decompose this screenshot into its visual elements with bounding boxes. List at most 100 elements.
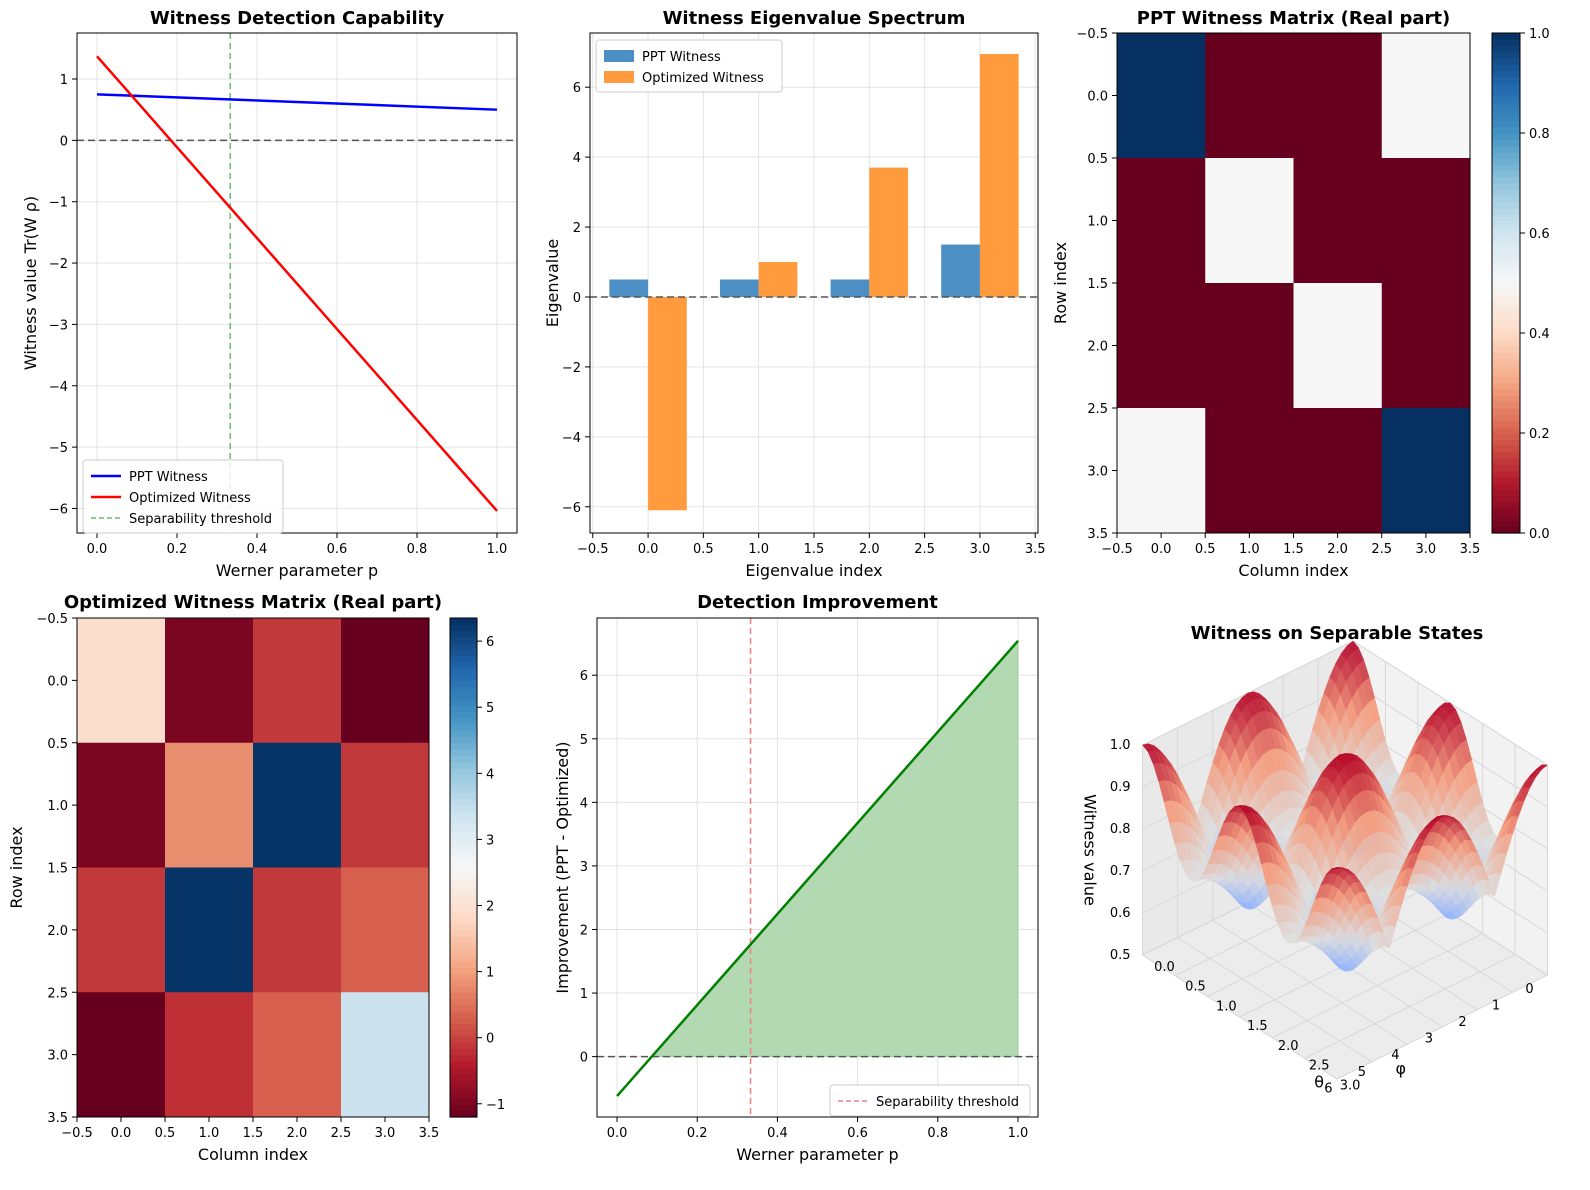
p4-colorbar-step (450, 1067, 477, 1074)
p4-colorbar-step (450, 1004, 477, 1012)
p4-colorbar-step (450, 954, 477, 962)
p4-colorbar-step (450, 618, 477, 625)
p2-bar (758, 262, 798, 297)
p1-series-line (96, 55, 498, 512)
p3-colorbar-step (1492, 389, 1520, 397)
p4-colorbar-step (450, 692, 477, 700)
p3-colorbar-label: 0.2 (1529, 427, 1550, 442)
p3-colorbar-step (1492, 289, 1520, 297)
p4-cell (253, 992, 342, 1118)
p4-colorbar-label: −1 (486, 1098, 505, 1113)
p4-colorbar-step (450, 680, 477, 688)
p6-surface (1142, 640, 1549, 972)
p6-grid (1177, 937, 1373, 1063)
p4-cell (341, 992, 430, 1118)
p6-phi-tick: 5 (1358, 1065, 1366, 1080)
p6-theta-tick: 0.5 (1185, 980, 1206, 995)
p3-cell (1381, 283, 1471, 409)
p2-ytick-label: 6 (573, 81, 581, 96)
p2-ytick-label: −2 (562, 361, 581, 376)
p1-xtick-label: 1.0 (487, 542, 508, 557)
p3-colorbar-step (1492, 164, 1520, 172)
p6-grid (1142, 954, 1338, 1080)
p6-grid (1212, 919, 1408, 1045)
p4-colorbar-step (450, 861, 477, 869)
p3-colorbar-step (1492, 51, 1520, 59)
p2-xlabel: Eigenvalue index (745, 561, 882, 580)
p3-colorbar-step (1492, 508, 1520, 515)
p4-cell (341, 742, 430, 868)
p3-colorbar-step (1492, 483, 1520, 490)
p4-xtick-label: 1.0 (199, 1126, 220, 1141)
p4-xtick-label: 2.5 (331, 1126, 352, 1141)
p3-ytick-label: −0.5 (1076, 27, 1108, 42)
p4-colorbar-label: 4 (486, 767, 494, 782)
p4-colorbar-step (450, 711, 477, 719)
p5-xtick-label: 0.6 (847, 1126, 868, 1141)
p4-colorbar-step (450, 636, 477, 644)
p4-colorbar-step (450, 892, 477, 900)
p4-colorbar-step (450, 1054, 477, 1062)
p4-title: Optimized Witness Matrix (Real part) (64, 592, 442, 613)
p3-cell (1293, 33, 1383, 159)
p6-z-tick: 0.5 (1110, 948, 1131, 963)
p4-colorbar-step (450, 649, 477, 657)
p6-xlabel: θ (1314, 1072, 1324, 1091)
p6-phi-tick: 1 (1492, 999, 1500, 1014)
p3-colorbar-step (1492, 526, 1520, 534)
p3-colorbar-step (1492, 176, 1520, 184)
p3-colorbar-step (1492, 33, 1520, 40)
p4-xtick-label: 3.0 (375, 1126, 396, 1141)
p4-colorbar-step (450, 761, 477, 769)
p3-xtick-label: 3.5 (1460, 542, 1481, 557)
p4-ytick-label: −0.5 (36, 612, 68, 627)
p2-bar (648, 296, 687, 511)
p1-legend-label: PPT Witness (129, 470, 208, 485)
p4-cell (165, 742, 254, 868)
p4-colorbar-step (450, 904, 477, 912)
p3-colorbar-step (1492, 376, 1520, 384)
p3-colorbar-step (1492, 333, 1520, 340)
p5-ylabel: Improvement (PPT - Optimized) (553, 741, 572, 993)
p4-colorbar-step (450, 1029, 477, 1037)
p4-colorbar-step (450, 1017, 477, 1025)
p5-legend-box (829, 1084, 1031, 1117)
p3-colorbar-label: 1.0 (1529, 27, 1550, 42)
p4-colorbar-step (450, 736, 477, 744)
p3-colorbar-step (1492, 270, 1520, 278)
p4-colorbar-label: 1 (486, 966, 494, 981)
p4-colorbar-step (450, 917, 477, 925)
p3-colorbar-step (1492, 151, 1520, 159)
p1-legend-label: Optimized Witness (129, 491, 251, 506)
p3-colorbar-step (1492, 120, 1520, 128)
p4-colorbar-step (450, 923, 477, 931)
p6-theta-tick: 2.5 (1309, 1059, 1330, 1074)
p4-xtick-label: 0.0 (111, 1126, 132, 1141)
p1-xtick-label: 0.0 (87, 542, 108, 557)
p1-ytick-label: −1 (49, 196, 68, 211)
p4-colorbar-step (450, 992, 477, 1000)
p1-ytick-label: −6 (49, 502, 68, 517)
p3-cell (1381, 33, 1471, 159)
p5-xtick-label: 0.2 (687, 1126, 708, 1141)
p4-colorbar-step (450, 967, 477, 975)
p3-title: PPT Witness Matrix (Real part) (1137, 8, 1450, 29)
p4-colorbar-step (450, 842, 477, 850)
p4-colorbar-step (450, 1092, 477, 1099)
p3-colorbar-step (1492, 258, 1520, 265)
p6-phi-tick: 2 (1458, 1015, 1466, 1030)
p3-colorbar-step (1492, 276, 1520, 284)
p4-ylabel: Row index (7, 826, 26, 908)
p1-ytick-label: 0 (60, 134, 68, 149)
p4-colorbar-step (450, 773, 477, 781)
p3-colorbar-step (1492, 170, 1520, 178)
p5-ytick-label: 1 (580, 987, 588, 1002)
p3-cell (1205, 158, 1294, 284)
p4-colorbar-step (450, 667, 477, 675)
p3-colorbar-step (1492, 195, 1520, 203)
p4-xtick-label: −0.5 (61, 1126, 93, 1141)
p2-ytick-label: 2 (573, 221, 581, 236)
p3-colorbar-step (1492, 320, 1520, 328)
p5-ytick-label: 5 (580, 733, 588, 748)
